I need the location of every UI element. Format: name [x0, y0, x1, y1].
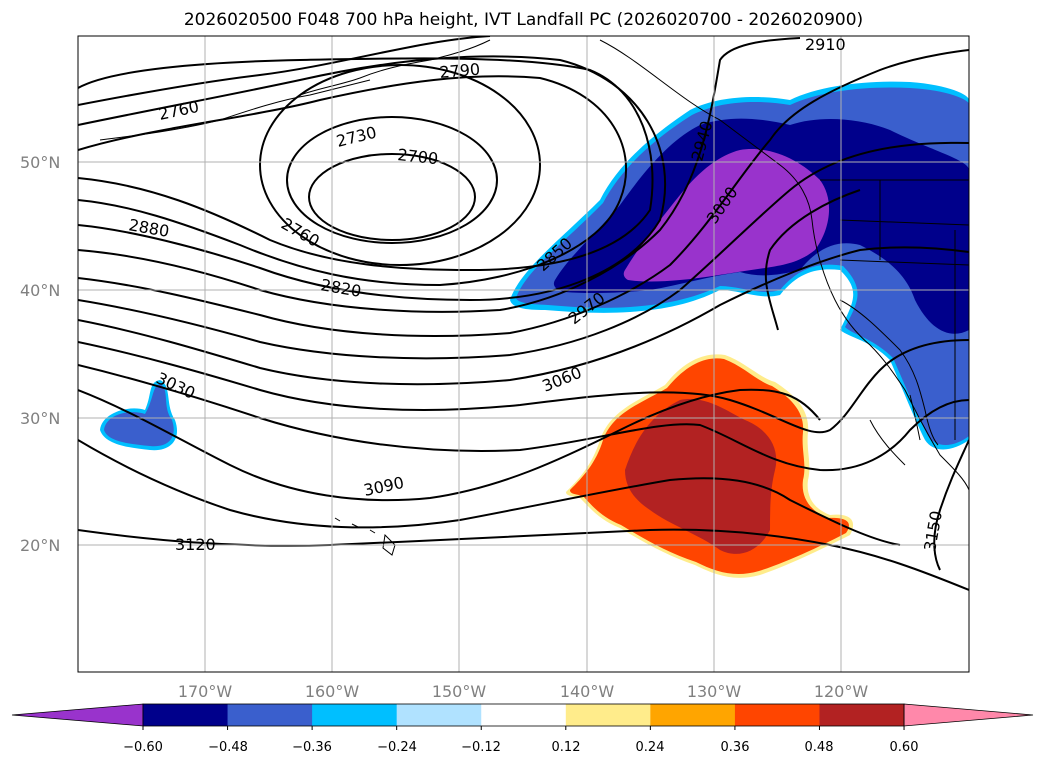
- lon-label: 130°W: [687, 682, 742, 701]
- map-border: [77, 35, 970, 673]
- colorbar-tick-label: −0.48: [208, 740, 248, 755]
- lat-label: 40°N: [20, 281, 60, 300]
- colorbar-tick-label: −0.60: [123, 740, 163, 755]
- contour-label: 3120: [175, 535, 216, 554]
- lon-label: 160°W: [305, 682, 360, 701]
- colorbar-segment: [650, 704, 736, 726]
- colorbar-segment: [734, 704, 820, 726]
- colorbar-outline: [142, 703, 905, 727]
- lat-label: 30°N: [20, 409, 60, 428]
- colorbar-segment: [565, 704, 651, 726]
- map-panel: 2910 2790 2760 2730 2700 2880 2760 2850 …: [78, 35, 969, 672]
- lat-label: 50°N: [20, 153, 60, 172]
- lon-label: 140°W: [560, 682, 615, 701]
- colorbar-segment: [312, 704, 398, 726]
- colorbar-segment: [143, 704, 229, 726]
- contour-label: 2910: [805, 35, 846, 54]
- colorbar-segment: [396, 704, 482, 726]
- colorbar: [11, 703, 1034, 730]
- negative-anomaly-shading: [100, 81, 969, 451]
- colorbar-tick-label: −0.12: [461, 740, 501, 755]
- contour-label: 2700: [397, 145, 439, 168]
- lon-label: 150°W: [432, 682, 487, 701]
- lon-label: 120°W: [814, 682, 869, 701]
- latitude-labels: 50°N 40°N 30°N 20°N: [20, 153, 60, 555]
- colorbar-tick-label: 0.60: [890, 740, 919, 755]
- colorbar-tick-label: −0.36: [292, 740, 332, 755]
- colorbar-tick-label: −0.24: [377, 740, 417, 755]
- colorbar-tick-label: 0.48: [805, 740, 834, 755]
- map-title: 2026020500 F048 700 hPa height, IVT Land…: [183, 10, 864, 30]
- colorbar-extend-high: [903, 703, 1034, 727]
- gridlines: [78, 36, 969, 672]
- colorbar-extend-low: [11, 703, 144, 727]
- colorbar-tick-labels: −0.60 −0.48 −0.36 −0.24 −0.12 0.12 0.24 …: [123, 740, 918, 755]
- colorbar-segment: [819, 704, 905, 726]
- lat-label: 20°N: [20, 536, 60, 555]
- colorbar-segment: [227, 704, 313, 726]
- colorbar-tick-label: 0.12: [552, 740, 581, 755]
- contour-label: 2790: [439, 60, 481, 82]
- height-contours: [78, 36, 969, 591]
- colorbar-tick-label: 0.24: [636, 740, 665, 755]
- positive-anomaly-shading: [566, 354, 854, 578]
- longitude-labels: 170°W 160°W 150°W 140°W 130°W 120°W: [178, 682, 869, 701]
- lon-label: 170°W: [178, 682, 233, 701]
- colorbar-segment: [481, 704, 567, 726]
- colorbar-tick-label: 0.36: [721, 740, 750, 755]
